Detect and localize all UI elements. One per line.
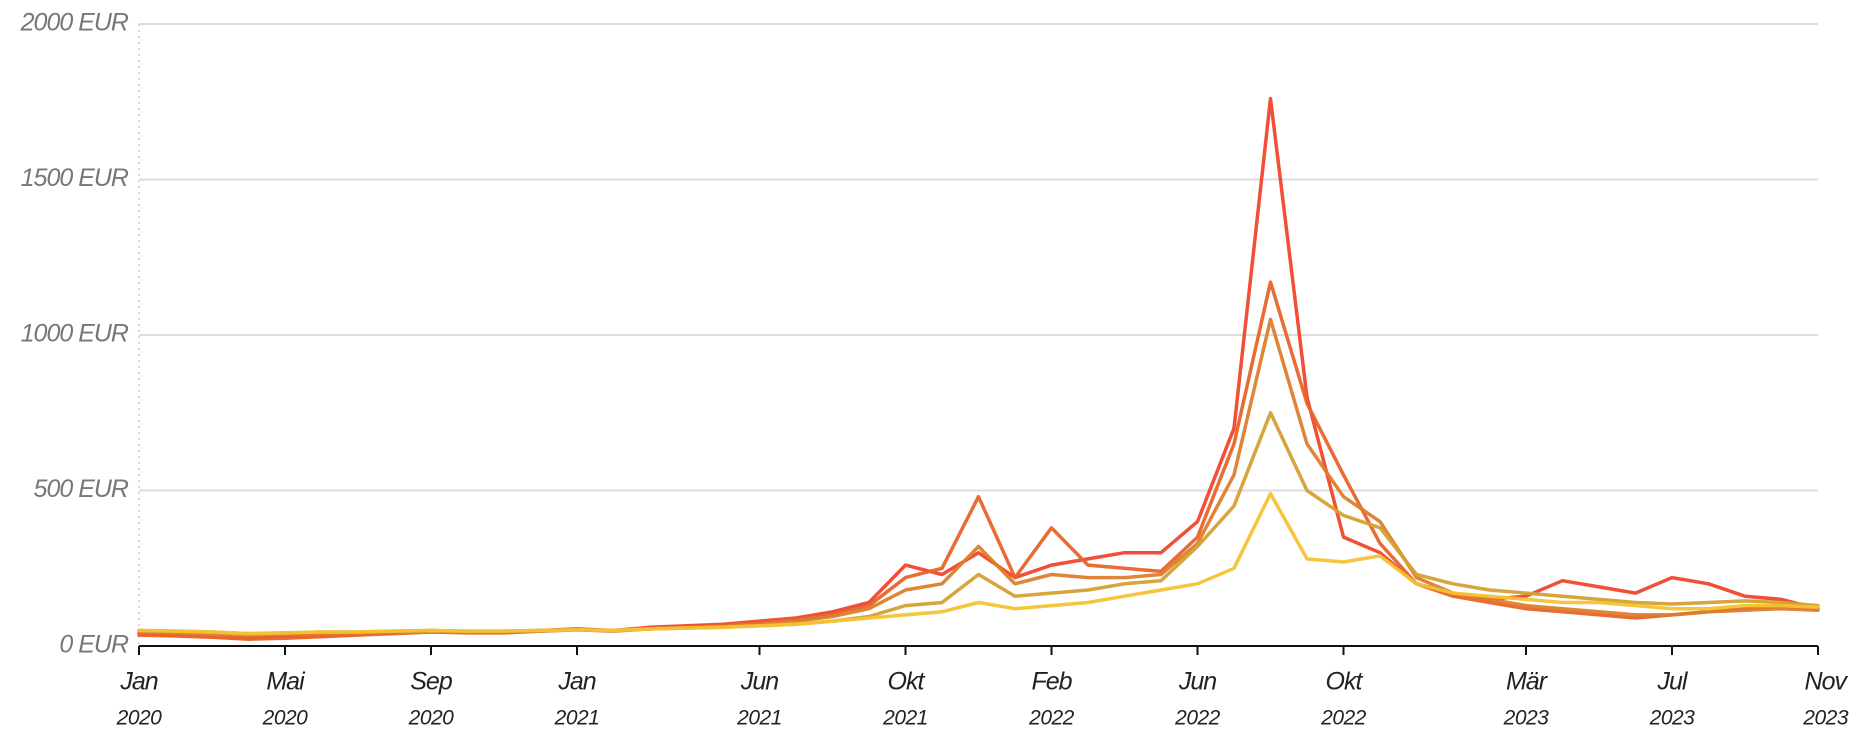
y-tick-label: 500 EUR bbox=[34, 475, 129, 503]
x-tick-label: Jun bbox=[1178, 668, 1216, 696]
x-tick-label: Okt bbox=[1326, 668, 1364, 696]
x-tick-year: 2020 bbox=[262, 707, 309, 730]
x-tick-year: 2021 bbox=[882, 707, 928, 730]
x-tick-label: Mär bbox=[1506, 668, 1549, 696]
x-tick-label: Jun bbox=[740, 668, 778, 696]
x-tick-label: Jan bbox=[119, 668, 157, 696]
x-tick-year: 2020 bbox=[116, 707, 163, 730]
x-tick-label: Okt bbox=[888, 668, 926, 696]
x-tick-year: 2022 bbox=[1028, 707, 1075, 730]
x-tick-label: Sep bbox=[410, 668, 453, 696]
x-tick-year: 2020 bbox=[408, 707, 455, 730]
x-tick-label: Jan bbox=[557, 668, 595, 696]
x-tick-label: Feb bbox=[1031, 668, 1072, 696]
y-tick-label: 1500 EUR bbox=[21, 164, 129, 192]
x-tick-year: 2023 bbox=[1802, 707, 1849, 730]
y-tick-label: 0 EUR bbox=[59, 631, 129, 659]
x-tick-year: 2023 bbox=[1503, 707, 1550, 730]
x-tick-year: 2022 bbox=[1174, 707, 1221, 730]
x-tick-label: Mai bbox=[266, 668, 306, 696]
x-tick-label: Nov bbox=[1805, 668, 1849, 696]
series-line bbox=[137, 491, 1820, 636]
series-line bbox=[137, 317, 1820, 637]
y-tick-label: 1000 EUR bbox=[21, 320, 129, 348]
x-tick-year: 2022 bbox=[1320, 707, 1367, 730]
series-line bbox=[137, 411, 1820, 636]
x-tick-year: 2021 bbox=[736, 707, 782, 730]
x-tick-year: 2021 bbox=[554, 707, 600, 730]
y-tick-label: 2000 EUR bbox=[20, 9, 129, 37]
x-tick-label: Jul bbox=[1657, 668, 1689, 696]
x-tick-year: 2023 bbox=[1649, 707, 1696, 730]
